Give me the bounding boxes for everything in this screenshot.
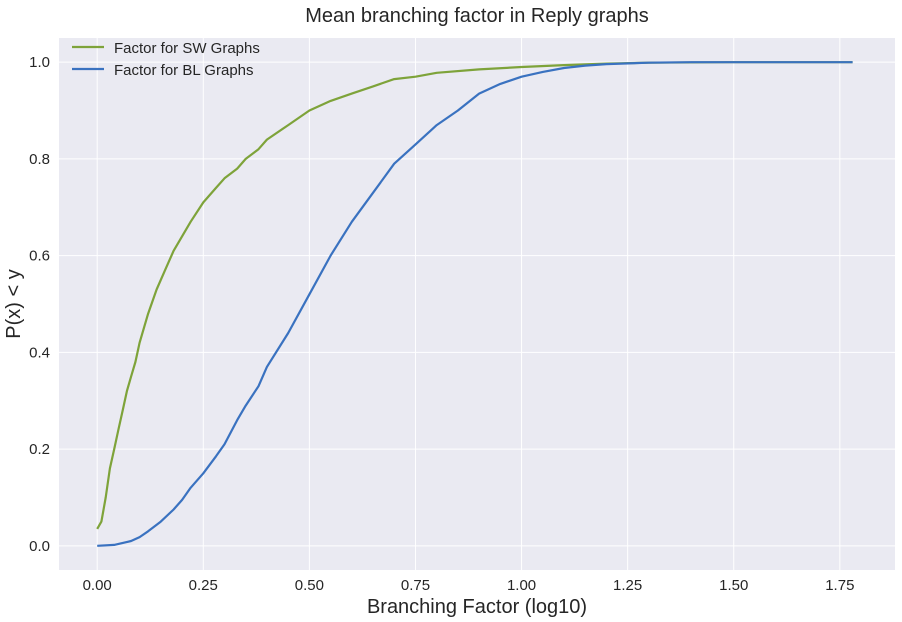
x-tick-label: 1.25: [613, 577, 642, 594]
x-tick-label: 1.50: [719, 577, 748, 594]
chart-title: Mean branching factor in Reply graphs: [305, 5, 649, 27]
x-tick-label: 1.00: [507, 577, 536, 594]
series-line-sw: [96, 61, 853, 530]
y-tick-label: 0.0: [29, 538, 50, 555]
y-axis-label: P(x) < y: [3, 269, 25, 338]
x-tick-label: 0.00: [83, 577, 112, 594]
x-tick-label: 0.50: [295, 577, 324, 594]
x-tick-label: 1.75: [825, 577, 854, 594]
legend-label-sw: Factor for SW Graphs: [114, 40, 260, 57]
series-layer: [96, 61, 853, 547]
y-axis-ticks: 0.0 0.2 0.4 0.6 0.8 1.0: [29, 54, 50, 555]
legend-label-bl: Factor for BL Graphs: [114, 62, 254, 79]
y-tick-label: 1.0: [29, 54, 50, 71]
y-tick-label: 0.4: [29, 344, 50, 361]
legend: Factor for SW Graphs Factor for BL Graph…: [72, 40, 260, 79]
x-axis-label: Branching Factor (log10): [367, 596, 587, 618]
series-line-bl: [97, 61, 853, 547]
x-tick-label: 0.25: [189, 577, 218, 594]
plot-area: [59, 38, 895, 570]
x-axis-ticks: 0.00 0.25 0.50 0.75 1.00 1.25 1.50 1.75: [83, 577, 855, 594]
y-tick-label: 0.2: [29, 441, 50, 458]
y-tick-label: 0.8: [29, 151, 50, 168]
y-tick-label: 0.6: [29, 248, 50, 265]
x-tick-label: 0.75: [401, 577, 430, 594]
